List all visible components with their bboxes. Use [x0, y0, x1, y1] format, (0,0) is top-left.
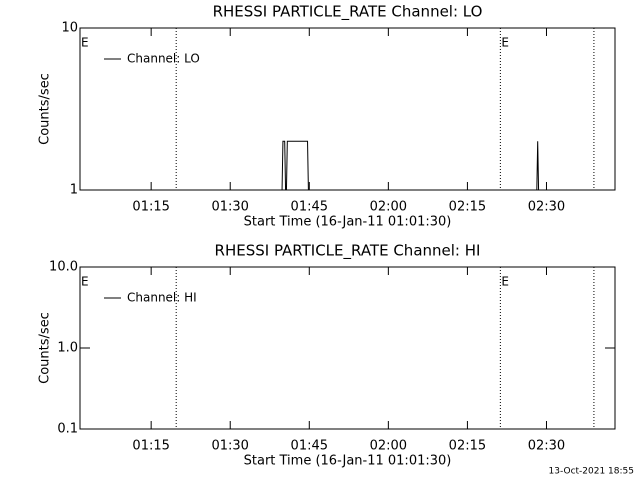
annotation: E	[501, 36, 509, 50]
footer: 13-Oct-2021 18:55	[549, 467, 634, 477]
x-tick-label: 01:30	[211, 439, 248, 454]
x-tick-label: 01:15	[132, 439, 169, 454]
legend-label: Channel: HI	[127, 291, 197, 305]
y-tick-label: 0.1	[57, 422, 78, 437]
chart-title: RHESSI PARTICLE_RATE Channel: HI	[215, 242, 481, 261]
annotation: E	[81, 275, 89, 289]
x-axis-label: Start Time (16-Jan-11 01:01:30)	[244, 215, 452, 230]
x-tick-label: 01:15	[132, 200, 169, 215]
x-tick-label: 01:30	[211, 200, 248, 215]
y-tick-label: 1.0	[57, 341, 78, 356]
x-tick-label: 01:45	[291, 200, 328, 215]
x-tick-label: 02:30	[528, 200, 565, 215]
x-tick-label: 02:30	[528, 439, 565, 454]
y-axis-label: Counts/sec	[38, 73, 53, 145]
y-tick-label: 1	[70, 183, 78, 198]
y-tick-label: 10	[61, 21, 78, 36]
annotation: E	[501, 275, 509, 289]
x-tick-label: 02:00	[370, 439, 407, 454]
y-tick-label: 10.0	[49, 260, 78, 275]
x-tick-label: 02:15	[449, 439, 486, 454]
y-axis-label: Counts/sec	[38, 312, 53, 384]
x-tick-label: 02:15	[449, 200, 486, 215]
legend-label: Channel: LO	[127, 52, 200, 66]
annotation: E	[81, 36, 89, 50]
x-axis-label: Start Time (16-Jan-11 01:01:30)	[244, 454, 452, 469]
series-line	[80, 140, 615, 191]
chart-title: RHESSI PARTICLE_RATE Channel: LO	[213, 3, 483, 22]
x-tick-label: 01:45	[291, 439, 328, 454]
x-tick-label: 02:00	[370, 200, 407, 215]
